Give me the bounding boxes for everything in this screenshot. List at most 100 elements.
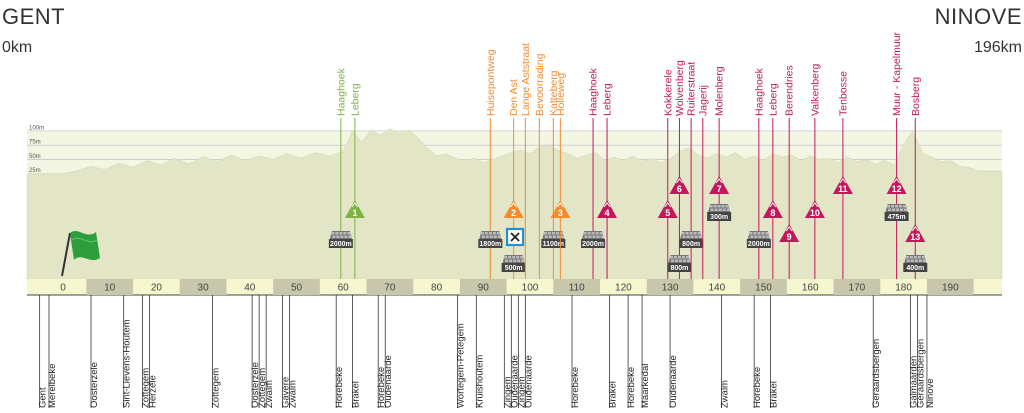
cobble-stone: [681, 232, 685, 235]
cobble-length-box: [501, 263, 526, 272]
cobble-stone: [690, 235, 694, 238]
feed-zone-cross: [510, 232, 520, 242]
cobble-stone: [888, 208, 892, 211]
x-tick-label: 120: [615, 283, 632, 294]
mountain-icon: [676, 178, 683, 184]
cobble-stone: [918, 259, 922, 262]
cobble-stone: [698, 235, 702, 238]
cobble-stone: [335, 232, 339, 235]
mountain-icon: [911, 226, 919, 232]
cobble-stone: [484, 232, 488, 235]
cobble-stone: [697, 232, 701, 235]
climb-marker: [657, 200, 678, 218]
town-name: Horebeke: [334, 367, 345, 408]
mountain-icon: [839, 178, 847, 184]
town-name: Horebeke: [752, 367, 763, 408]
cobble-stone: [492, 232, 496, 235]
town-name: Brakel: [769, 381, 780, 408]
town-name: Oosterzele: [89, 362, 100, 408]
cobble-stone: [758, 235, 762, 238]
cobble-stone: [904, 208, 908, 211]
cobble-stone: [693, 232, 697, 235]
town-name: Zwalm: [287, 380, 298, 408]
town-name: Oudenaarde: [509, 355, 520, 408]
town-name: Zottegem: [140, 368, 151, 408]
climb-name: Katteberg: [548, 70, 560, 116]
cobble-stone: [717, 205, 721, 208]
town-name: Herzele: [147, 375, 158, 408]
climb-number: 1: [352, 208, 357, 218]
town-name: Gavere: [280, 377, 291, 408]
town-name: Maarkedal: [640, 364, 651, 408]
cobble-stone: [595, 232, 599, 235]
climb-name: Leberg: [349, 83, 361, 116]
cobble-stone: [588, 235, 592, 238]
cobble-stone: [481, 235, 485, 238]
cobble-stone: [673, 256, 677, 259]
mountain-icon: [715, 178, 723, 184]
climb-name: Molenberg: [714, 66, 726, 116]
cobble-length: 475m: [888, 214, 906, 221]
flag-highlight: [71, 237, 98, 243]
cobble-stone: [344, 235, 348, 238]
cobble-length-box: [478, 239, 503, 248]
cobble-stone: [552, 235, 556, 238]
x-tick-label: 150: [755, 283, 772, 294]
town-name: Horebeke: [376, 367, 387, 408]
cobble-stone: [521, 259, 525, 262]
town-name: Horebeke: [626, 367, 637, 408]
cobble-stone: [909, 256, 913, 259]
climb-name: Berendries: [784, 65, 796, 116]
cobble-stone: [485, 235, 489, 238]
axis-shade: [86, 279, 134, 295]
x-tick-label: 130: [662, 283, 679, 294]
cobble-stone: [548, 235, 552, 238]
cobble-length-box: [903, 263, 928, 272]
cobble-stone: [556, 235, 560, 238]
climb-marker: [669, 176, 690, 194]
axis-shade: [459, 279, 507, 295]
cobble-stone: [689, 232, 693, 235]
climb-name: Bevoorrading: [534, 53, 546, 116]
axis-shade: [646, 279, 694, 295]
feed-zone-icon: [505, 227, 525, 247]
town-name: Zwalm: [719, 380, 730, 408]
x-tick-label: 90: [478, 283, 490, 294]
cobble-stone: [896, 208, 900, 211]
town-name: Oudenaarde: [668, 355, 679, 408]
cobble-stone: [551, 232, 555, 235]
x-tick-label: 20: [151, 283, 163, 294]
climb-marker: [762, 200, 783, 218]
cobble-stone: [899, 205, 903, 208]
cobble-length: 2000m: [330, 241, 352, 248]
cobble-stone: [504, 256, 508, 259]
axis-shade: [740, 279, 787, 295]
distance-axis: 0 10 20 30 40 50 60 70 80 90 100 110 120 130 140 150 160…: [27, 279, 1002, 296]
cobble-stone: [913, 256, 917, 259]
climb-number: 6: [677, 184, 682, 194]
climb-name: Holleweg: [555, 73, 567, 116]
cobble-stone: [761, 232, 765, 235]
cobble-stone: [584, 235, 588, 238]
climb-name: Haaghoek: [753, 67, 765, 116]
cobble-stone: [757, 232, 761, 235]
x-tick-label: 40: [244, 283, 256, 294]
town-name: Geraardsbergen: [871, 339, 882, 408]
x-tick-label: 70: [384, 283, 396, 294]
cobble-length: 2000m: [748, 241, 770, 248]
cobble-stone: [887, 205, 891, 208]
cobble-stone: [592, 235, 596, 238]
cobble-stone: [480, 232, 484, 235]
cobble-stone: [544, 235, 548, 238]
cobble-stone: [682, 259, 686, 262]
cobble-stone: [505, 259, 509, 262]
cobble-length-box: [679, 239, 704, 248]
climb-name: Bosberg: [910, 77, 922, 116]
cobble-stone: [497, 235, 501, 238]
climb-marker: [779, 224, 800, 242]
cobble-stone: [903, 205, 907, 208]
start-finish-labels: GENT 0km NINOVE 196km: [2, 4, 1022, 56]
cobble-stone: [762, 235, 766, 238]
x-tick-label: 170: [849, 283, 866, 294]
